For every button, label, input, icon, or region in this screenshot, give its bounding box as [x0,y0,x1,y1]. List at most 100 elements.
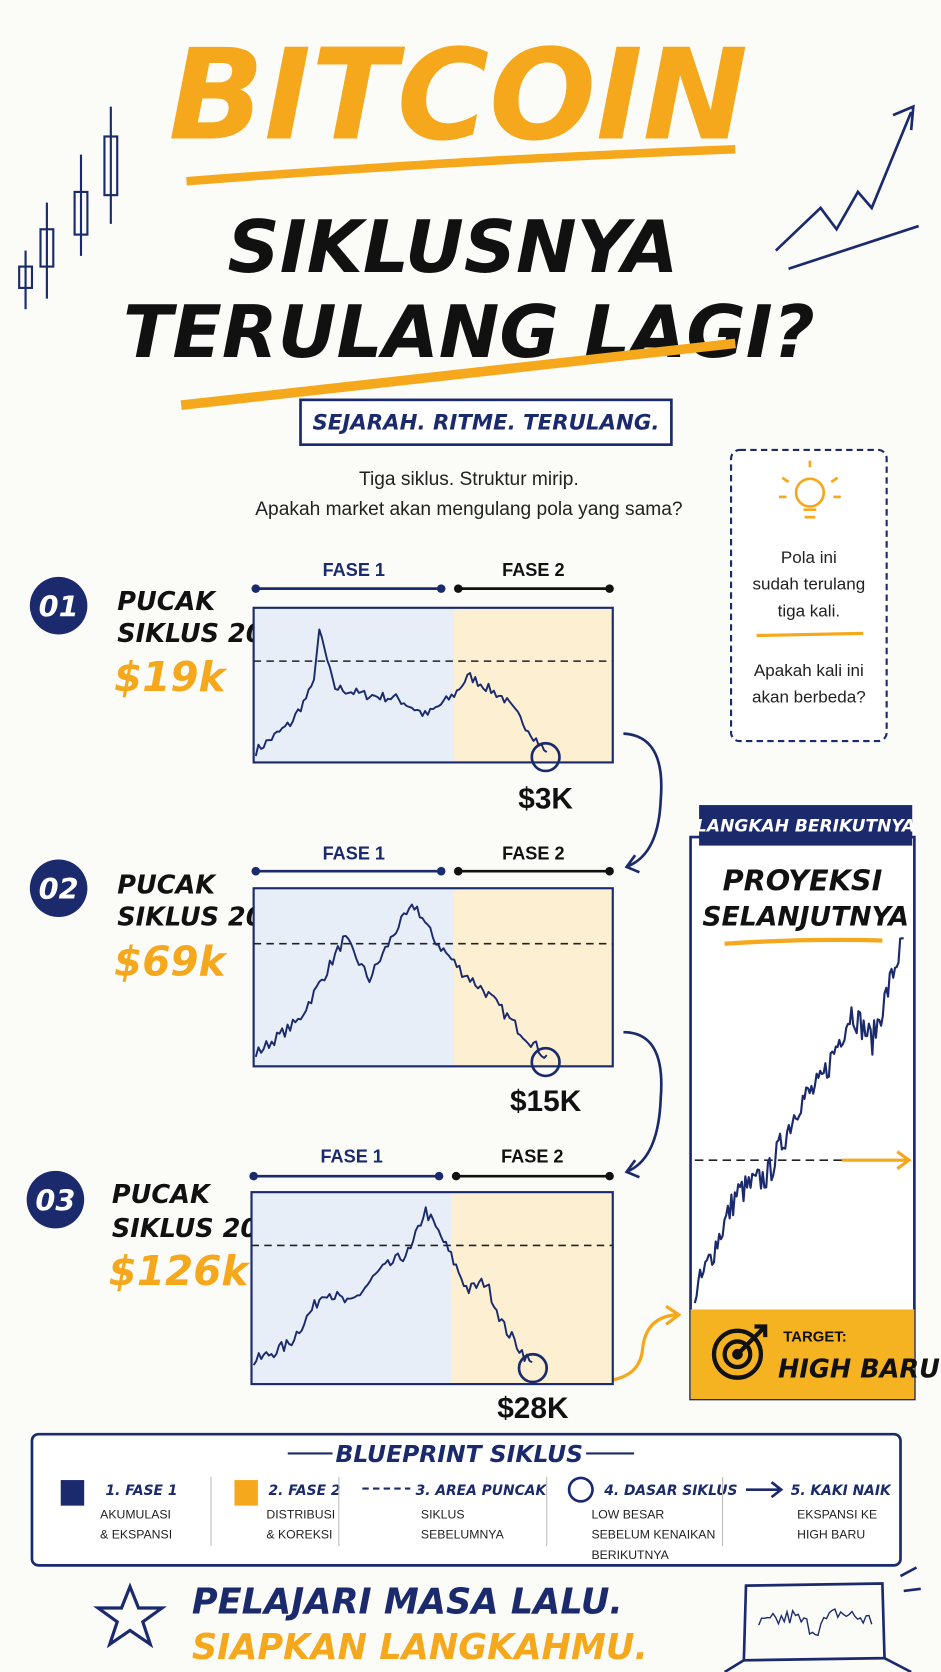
cycle-number-badge [29,576,88,635]
phase1-label: FASE 1 [323,843,385,863]
target-label: TARGET: [783,1328,846,1345]
chart-frame [250,1191,614,1386]
cycle-bottom-circle [517,1352,549,1384]
legend-item-title: 3. AREA PUNCAK [416,1483,548,1499]
legend-item-desc: SIKLUS [421,1507,465,1521]
footer-line2: SIAPKAN LANGKAHMU. [192,1627,648,1668]
phase2-label: FASE 2 [502,843,564,863]
legend-item-desc: SEBELUM KENAIKAN [591,1528,715,1542]
legend-item-desc: EKSPANSI KE [797,1507,877,1521]
legend-item-title: 5. KAKI NAIK [791,1483,892,1499]
title-underline [186,145,736,186]
phase1-label: FASE 1 [323,560,385,580]
legend-item-desc: SEBELUMNYA [421,1528,505,1542]
footer-line1: PELAJARI MASA LALU. [192,1581,623,1622]
phase2-area [451,1192,613,1385]
legend-item-title: 1. FASE 1 [106,1483,178,1499]
title: BITCOIN [168,22,748,169]
trend-arrow-deco [774,104,920,270]
cycle-bottom: $3K [518,782,573,815]
note-line: sudah terulang [752,575,865,594]
phase-dot [434,1171,444,1181]
star-icon [93,1582,167,1649]
legend-item-desc: & KOREKSI [266,1528,332,1542]
subtitle-line1: SIKLUSNYA [228,206,679,290]
phase-dot [605,584,614,593]
cycle-label-line1: PUCAK [117,587,217,617]
phase-dot [453,584,463,593]
note-box [729,448,888,743]
phase-dot [436,584,446,593]
legend-item-desc: & EKSPANSI [100,1528,172,1542]
cycle-number: 01 [39,589,79,623]
phase-dot [251,866,261,876]
projection-panel [689,835,916,1401]
cycle-bottom: $15K [510,1085,582,1118]
legend-item-desc: LOW BESAR [591,1507,664,1521]
cycle-bottom: $28K [497,1392,569,1425]
note-line: Pola ini [781,548,837,567]
phase1-area [251,1192,452,1385]
projection-badge: LANGKAH BERIKUTNYA [696,817,915,837]
generated-layer: Pola ini sudah terulang tiga kali. Apakah k… [26,548,904,1637]
subtitle-line2: TERULANG LAGI? [123,291,815,375]
cycle-label-line1: PUCAK [112,1180,212,1210]
cycle-peak: $19k [114,653,228,701]
phase1-area [253,607,454,763]
phase1-label: FASE 1 [320,1146,382,1166]
cycle-number-badge [26,1170,85,1229]
legend-item-desc: DISTRIBUSI [266,1507,335,1521]
legend-item-desc: BERIKUTNYA [591,1548,669,1562]
cycle-bottom-circle [530,741,561,773]
phase1-area [253,888,454,1067]
cycle-sketch-line [252,1206,533,1366]
phase-dot [453,866,463,876]
legend-item-title: 4. DASAR SIKLUS [603,1483,737,1499]
cycle-peak: $126k [109,1247,251,1295]
legend-title: BLUEPRINT SIKLUS [336,1440,584,1468]
phase-dot [436,866,446,876]
cycle-number: 03 [35,1183,75,1217]
bulb-icon [779,460,841,519]
cycle-bottom-circle [530,1046,561,1078]
intro-line2: Apakah market akan mengulang pola yang s… [255,499,682,520]
note-question: Apakah kali ini [754,661,864,680]
cycle-number-badge [29,859,88,918]
projection-title-line2: SELANJUTNYA [702,902,909,933]
projection-sketch-line [693,937,904,1304]
tagline-box [299,398,673,446]
legend-icon-phase1 [60,1480,85,1506]
cycle-label-line1: PUCAK [117,871,217,901]
intro-line1: Tiga siklus. Struktur mirip. [359,469,579,490]
target-box [690,1309,915,1400]
phase-dot [451,1171,461,1181]
target-value: HIGH BARU [778,1355,940,1385]
phase-dot [605,1171,614,1181]
candlesticks-deco [18,106,119,310]
phase-dot [605,866,614,876]
projection-title-line1: PROYEKSI [723,863,883,897]
note-question: akan berbeda? [752,688,866,707]
legend-icon-phase2 [234,1480,258,1506]
laptop-icon [723,1566,921,1672]
cycle-sketch-line [254,628,548,757]
projection-underline [724,937,883,946]
chart-frame [252,606,614,764]
projection-arrow [841,1150,912,1170]
legend-item-desc: HIGH BARU [797,1528,865,1542]
legend-icon-arrow [745,1481,784,1499]
tagline: SEJARAH. RITME. TERULANG. [312,411,659,436]
cycle-sketch-line [254,903,548,1059]
phase-dot [249,1171,258,1181]
phase-dot [251,584,261,593]
cycle-number: 02 [39,872,79,906]
phase2-area [453,888,613,1067]
legend-box [30,1432,902,1567]
legend-icon-circle [567,1476,594,1503]
note-divider [756,631,864,638]
phase2-label: FASE 2 [502,560,564,580]
connector-arrows [623,732,663,1179]
laptop-screen-line [758,1608,873,1637]
target-icon [711,1324,768,1380]
